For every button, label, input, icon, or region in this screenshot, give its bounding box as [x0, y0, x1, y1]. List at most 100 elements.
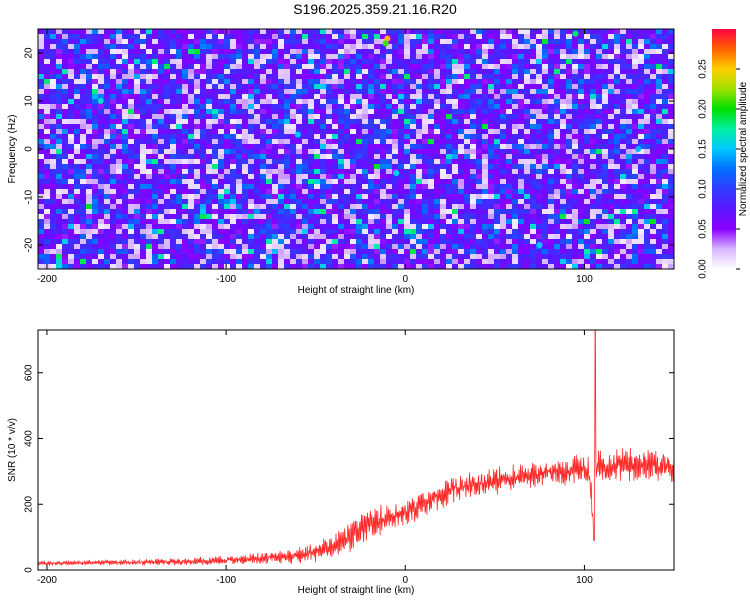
heatmap-cell	[650, 124, 656, 129]
heatmap-cell	[290, 54, 296, 59]
heatmap-cell	[188, 204, 194, 209]
heatmap-cell	[140, 239, 146, 244]
heatmap-cell	[446, 129, 452, 134]
heatmap-cell	[554, 209, 560, 214]
heatmap-cell	[434, 254, 440, 259]
heatmap-cell	[404, 169, 410, 174]
heatmap-cell	[452, 204, 458, 209]
heatmap-cell	[506, 244, 512, 249]
heatmap-cell	[242, 84, 248, 89]
heatmap-cell	[176, 39, 182, 44]
heatmap-cell	[260, 189, 266, 194]
heatmap-cell	[536, 34, 542, 39]
heatmap-cell	[362, 124, 368, 129]
heatmap-cell	[260, 209, 266, 214]
heatmap-cell	[194, 139, 200, 144]
heatmap-cell	[608, 219, 614, 224]
heatmap-cell	[110, 134, 116, 139]
heatmap-cell	[410, 84, 416, 89]
heatmap-cell	[428, 234, 434, 239]
heatmap-cell	[656, 149, 662, 154]
heatmap-cell	[314, 234, 320, 239]
heatmap-cell	[296, 154, 302, 159]
heatmap-cell	[662, 79, 668, 84]
heatmap-cell	[344, 39, 350, 44]
heatmap-cell	[560, 199, 566, 204]
heatmap-cell	[386, 169, 392, 174]
heatmap-cell	[158, 194, 164, 199]
heatmap-cell	[662, 89, 668, 94]
heatmap-cell	[458, 114, 464, 119]
heatmap-cell	[650, 59, 656, 64]
heatmap-cell	[560, 99, 566, 104]
heatmap-cell	[68, 229, 74, 234]
heatmap-cell	[332, 144, 338, 149]
heatmap-cell	[212, 119, 218, 124]
heatmap-cell	[590, 69, 596, 74]
heatmap-cell	[146, 224, 152, 229]
heatmap-cell	[284, 179, 290, 184]
heatmap-cell	[272, 89, 278, 94]
heatmap-cell	[470, 219, 476, 224]
heatmap-cell	[512, 124, 518, 129]
heatmap-cell	[512, 174, 518, 179]
heatmap-cell	[152, 144, 158, 149]
heatmap-cell	[350, 79, 356, 84]
heatmap-cell	[224, 214, 230, 219]
heatmap-cell	[296, 149, 302, 154]
heatmap-cell	[398, 39, 404, 44]
heatmap-cell	[152, 104, 158, 109]
heatmap-cell	[242, 44, 248, 49]
heatmap-cell	[662, 104, 668, 109]
heatmap-cell	[356, 174, 362, 179]
heatmap-cell	[308, 29, 314, 34]
heatmap-cell	[140, 49, 146, 54]
heatmap-cell	[224, 209, 230, 214]
heatmap-cell	[530, 74, 536, 79]
heatmap-cell	[344, 79, 350, 84]
heatmap-cell	[128, 139, 134, 144]
heatmap-cell	[182, 79, 188, 84]
heatmap-cell	[398, 114, 404, 119]
heatmap-cell	[182, 174, 188, 179]
heatmap-cell	[620, 49, 626, 54]
heatmap-cell	[626, 74, 632, 79]
heatmap-cell	[440, 59, 446, 64]
heatmap-cell	[50, 49, 56, 54]
heatmap-cell	[308, 89, 314, 94]
heatmap-cell	[50, 144, 56, 149]
heatmap-cell	[236, 259, 242, 264]
heatmap-cell	[374, 49, 380, 54]
heatmap-cell	[122, 159, 128, 164]
heatmap-cell	[56, 134, 62, 139]
heatmap-cell	[368, 54, 374, 59]
heatmap-cell	[380, 194, 386, 199]
heatmap-cell	[410, 119, 416, 124]
heatmap-cell	[152, 74, 158, 79]
heatmap-cell	[596, 119, 602, 124]
heatmap-cell	[200, 249, 206, 254]
heatmap-cell	[326, 174, 332, 179]
heatmap-cell	[398, 179, 404, 184]
heatmap-cell	[386, 49, 392, 54]
heatmap-cell	[524, 189, 530, 194]
heatmap-cell	[62, 249, 68, 254]
heatmap-cell	[182, 214, 188, 219]
heatmap-cell	[260, 149, 266, 154]
heatmap-cell	[524, 154, 530, 159]
heatmap-cell	[410, 209, 416, 214]
heatmap-cell	[404, 44, 410, 49]
heatmap-cell	[548, 59, 554, 64]
heatmap-cell	[644, 239, 650, 244]
heatmap-cell	[44, 189, 50, 194]
heatmap-cell	[68, 129, 74, 134]
heatmap-cell	[152, 59, 158, 64]
heatmap-cell	[518, 124, 524, 129]
heatmap-cell	[128, 64, 134, 69]
heatmap-cell	[392, 44, 398, 49]
heatmap-cell	[638, 154, 644, 159]
heatmap-cell	[506, 159, 512, 164]
heatmap-cell	[608, 74, 614, 79]
heatmap-cell	[518, 209, 524, 214]
heatmap-cell	[434, 234, 440, 239]
